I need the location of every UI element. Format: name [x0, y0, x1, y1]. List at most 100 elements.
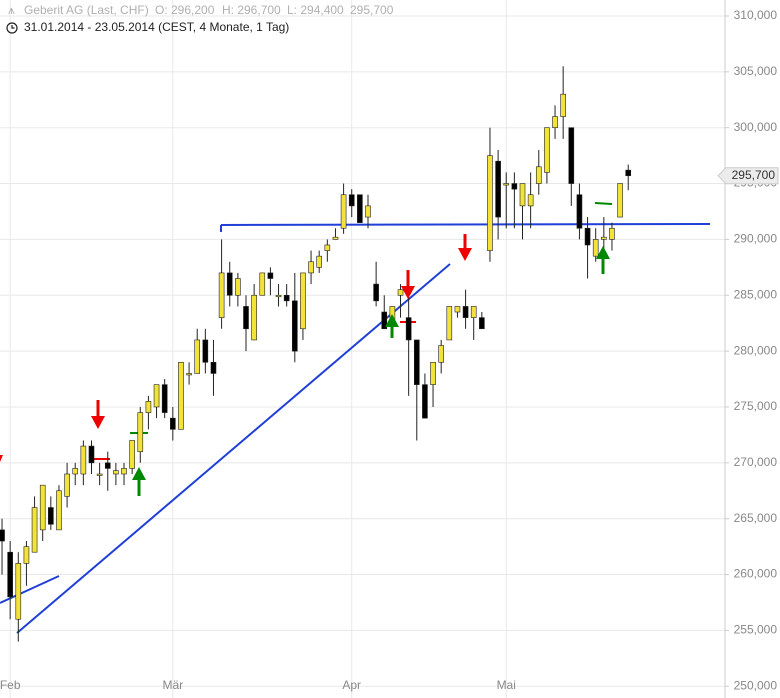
- x-tick-label: Apr: [342, 678, 361, 692]
- candle-body: [31, 507, 38, 553]
- candle-body: [7, 551, 13, 598]
- candle-body: [226, 272, 233, 296]
- candle-body: [527, 194, 534, 207]
- candle-body: [235, 278, 241, 296]
- candle-body: [194, 339, 201, 374]
- candle-body: [340, 194, 347, 229]
- candle-body: [422, 384, 428, 419]
- candle-body: [446, 306, 453, 341]
- last-price-tag: [717, 167, 779, 185]
- signal-mark: [594, 202, 613, 205]
- candle-body: [170, 417, 176, 430]
- candle-body: [145, 401, 152, 413]
- y-tick-label: 275,000: [734, 399, 778, 413]
- candle-body: [56, 490, 62, 531]
- x-tick-label: Mai: [497, 678, 516, 692]
- candle-body: [381, 311, 388, 330]
- candle-body: [405, 317, 412, 341]
- buy-arrow-head: [385, 314, 399, 327]
- candle-body: [186, 373, 192, 376]
- y-tick-label: 285,000: [734, 287, 778, 301]
- candle-body: [454, 306, 461, 313]
- candle-body: [348, 194, 355, 207]
- candle-body: [283, 294, 290, 302]
- candle-body: [218, 272, 225, 318]
- candle-body: [243, 306, 249, 330]
- candle-body: [202, 339, 209, 363]
- sell-arrow-head: [458, 248, 472, 261]
- candle-body: [300, 272, 306, 330]
- candle-body: [275, 294, 282, 298]
- sell-arrow-head: [401, 286, 415, 299]
- candle-body: [584, 227, 591, 246]
- clock-icon: [6, 22, 18, 34]
- y-tick-label: 290,000: [734, 232, 778, 246]
- arrows: [0, 234, 610, 496]
- candle-body: [617, 183, 623, 218]
- candle-body: [365, 205, 371, 218]
- candle-body: [487, 155, 493, 251]
- candle-body: [161, 384, 168, 413]
- candle-body: [552, 116, 558, 128]
- candle-body: [438, 345, 444, 363]
- candle-body: [308, 261, 314, 274]
- candle-body: [592, 239, 599, 257]
- sell-arrow-head: [0, 455, 3, 462]
- candle-body: [0, 529, 5, 542]
- ohlc-low: L: 294,400: [287, 3, 344, 17]
- chart-title: Geberit AG (Last, CHF): [24, 3, 149, 17]
- candle-body: [479, 317, 485, 330]
- buy-arrow-head: [596, 246, 610, 259]
- candle-body: [137, 412, 144, 452]
- candle-body: [462, 306, 469, 318]
- y-tick-label: 270,000: [734, 455, 778, 469]
- candle-body: [397, 289, 404, 296]
- candle-body: [153, 384, 160, 408]
- candle-body: [39, 484, 46, 531]
- candle-body: [413, 339, 420, 385]
- ohlc-close: 295,700: [350, 3, 394, 17]
- candle-body: [267, 272, 274, 279]
- x-tick-label: Mär: [162, 678, 183, 692]
- candle-body: [544, 127, 550, 173]
- candle-body: [495, 160, 501, 218]
- candle-body: [15, 563, 22, 620]
- y-tick-label: 280,000: [734, 343, 778, 357]
- y-tick-label: 300,000: [734, 120, 778, 134]
- candle-body: [535, 166, 542, 184]
- candle-body: [503, 183, 510, 186]
- candle-body: [291, 300, 298, 352]
- candle-body: [576, 194, 583, 229]
- y-tick-label: 265,000: [734, 511, 778, 525]
- candle-body: [357, 194, 363, 223]
- candle-body: [104, 462, 111, 469]
- trend-line: [16, 263, 451, 634]
- candle-body: [251, 294, 257, 341]
- candle-body: [129, 440, 135, 469]
- candle-body: [625, 169, 632, 177]
- candle-body: [316, 255, 322, 268]
- candle-body: [511, 183, 518, 190]
- sell-arrow-head: [91, 416, 105, 429]
- candle-body: [332, 236, 339, 240]
- candle-body: [96, 473, 103, 476]
- candle-body: [373, 283, 379, 302]
- candle-body: [72, 468, 79, 475]
- candle-body: [178, 361, 184, 430]
- candle-body: [470, 306, 477, 318]
- candle-body: [601, 236, 607, 240]
- candle-body: [121, 468, 127, 475]
- candle-body: [64, 473, 70, 497]
- y-tick-label: 305,000: [734, 64, 778, 78]
- candle-body: [80, 445, 87, 475]
- logo-mark: ⩚: [8, 3, 15, 17]
- header: ⩚ Geberit AG (Last, CHF) O: 296,200 H: 2…: [6, 3, 394, 34]
- candle-body: [568, 127, 575, 184]
- date-range: 31.01.2014 - 23.05.2014 (CEST, 4 Monate,…: [24, 20, 289, 34]
- candle-body: [113, 470, 119, 475]
- y-tick-label: 260,000: [734, 567, 778, 581]
- clock-hands: [11, 25, 15, 29]
- y-tick-label: 310,000: [734, 8, 778, 22]
